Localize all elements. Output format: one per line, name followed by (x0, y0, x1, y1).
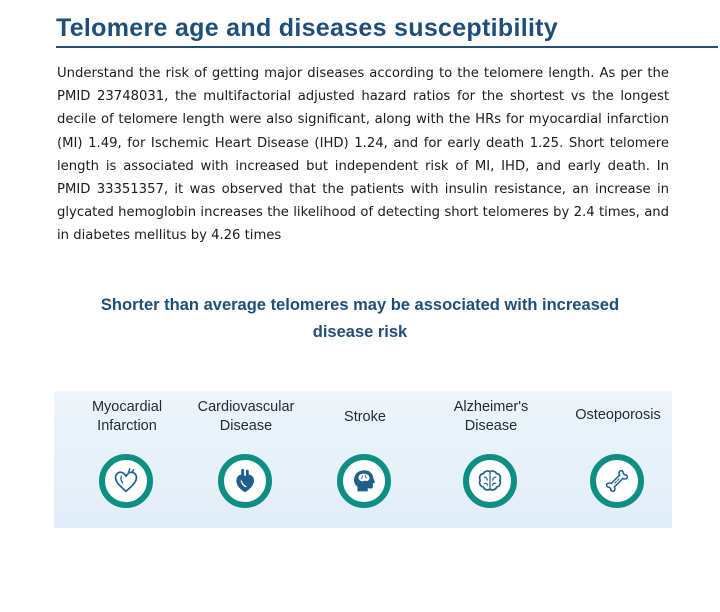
disease-label: Myocardial Infarction (91, 399, 163, 434)
anatomical-heart-icon (218, 454, 272, 508)
brain-icon (463, 454, 517, 508)
bone-icon (590, 454, 644, 508)
head-brain-icon (337, 454, 391, 508)
disease-label: Osteoporosis (575, 407, 661, 423)
section-heading-line1: Shorter than average telomeres may be as… (100, 296, 620, 314)
intro-paragraph: Understand the risk of getting major dis… (57, 66, 669, 244)
title-divider (56, 46, 718, 48)
disease-label: Cardiovascular Disease (197, 399, 295, 434)
heart-icon (99, 454, 153, 508)
section-heading-line2: disease risk (312, 323, 408, 341)
disease-panel: Myocardial Infarction Cardiovascular Dis… (54, 391, 672, 528)
disease-label: Alzheimer's Disease (453, 399, 529, 434)
section-heading: Shorter than average telomeres may be as… (40, 292, 680, 346)
page-title: Telomere age and diseases susceptibility (56, 14, 559, 42)
disease-label: Stroke (344, 409, 386, 425)
